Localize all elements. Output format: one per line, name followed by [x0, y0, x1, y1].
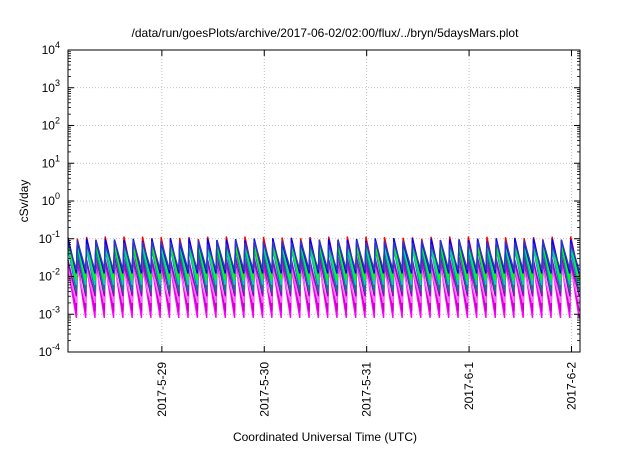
x-tick-label: 2017-5-31: [360, 362, 374, 417]
y-tick-label: 10-2: [39, 267, 60, 284]
y-tick-label: 10-1: [39, 229, 60, 246]
x-axis: 2017-5-29 2017-5-30 2017-5-31 2017-6-1 2017-…: [155, 50, 578, 417]
y-tick-label: 10-3: [39, 304, 60, 321]
series-layer: [67, 236, 580, 319]
y-tick-label: 104: [42, 40, 60, 57]
series-line: [67, 242, 580, 281]
series-line: [67, 239, 580, 271]
x-tick-label: 2017-6-2: [564, 362, 578, 410]
series-line: [67, 267, 580, 304]
y-tick-label: 103: [42, 78, 60, 95]
y-tick-label: 10-4: [39, 342, 60, 359]
y-axis-label: cSv/day: [17, 180, 31, 223]
x-axis-label: Coordinated Universal Time (UTC): [233, 430, 417, 444]
x-tick-label: 2017-5-30: [257, 362, 271, 417]
series-line: [67, 256, 580, 297]
y-tick-label: 101: [42, 153, 60, 170]
x-tick-label: 2017-6-1: [462, 362, 476, 410]
y-tick-label: 102: [42, 116, 60, 133]
x-tick-label: 2017-5-29: [155, 362, 169, 417]
chart-title: /data/run/goesPlots/archive/2017-06-02/0…: [132, 26, 520, 40]
y-axis: 10-4 10-3 10-2 10-1 100 101 102 103 104: [39, 40, 580, 359]
y-tick-label: 100: [42, 191, 60, 208]
